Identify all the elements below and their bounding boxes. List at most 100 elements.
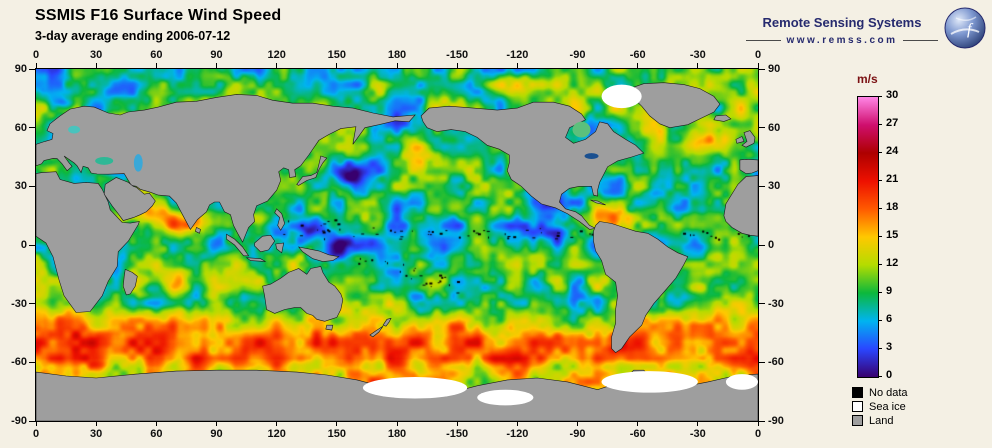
lon-tick-label-bottom: -60 — [629, 428, 646, 440]
lon-tickmark-bottom — [95, 421, 97, 426]
landmass-ireland — [735, 136, 745, 144]
colorbar-tickmark — [878, 207, 882, 209]
lat-tick-label-right: -90 — [768, 415, 784, 427]
sea-ice-patch — [362, 377, 468, 399]
lat-tickmark-right — [759, 68, 765, 70]
colorbar-tick-label: 18 — [886, 201, 899, 213]
lon-tickmark-bottom — [276, 421, 278, 426]
colorbar-tickmark — [878, 151, 882, 153]
lon-tickmark-top — [155, 63, 157, 68]
colorbar-tick-label: 27 — [886, 117, 899, 129]
lon-tick-label-bottom: -90 — [569, 428, 586, 440]
lat-tickmark-left — [29, 361, 35, 363]
lon-tickmark-bottom — [35, 421, 37, 426]
landmass-eurasia — [36, 94, 416, 243]
lon-tick-label-bottom: 60 — [150, 428, 163, 440]
lon-tick-label-bottom: 0 — [754, 428, 762, 440]
landmass-madagascar — [122, 268, 138, 296]
lon-tickmark-bottom — [637, 421, 639, 426]
landmass-tasmania — [325, 324, 334, 331]
lon-tick-label-bottom: 90 — [210, 428, 223, 440]
lat-tickmark-right — [759, 420, 765, 422]
colorbar-gradient — [857, 96, 879, 378]
landmass-sri-lanka — [195, 226, 201, 234]
lon-tick-label-bottom: 150 — [327, 428, 347, 440]
map-legend: No data Sea ice Land — [852, 386, 908, 428]
colorbar-unit-label: m/s — [857, 72, 878, 86]
inland-water — [584, 153, 599, 159]
lat-tickmark-right — [759, 303, 765, 305]
land-overlay — [36, 82, 758, 421]
landmass-africa — [36, 171, 140, 313]
landmass-japan — [296, 155, 328, 186]
colorbar-tick-label: 3 — [886, 341, 893, 353]
landmass-arabia — [103, 177, 156, 221]
lat-tick-label-right: 30 — [768, 180, 781, 193]
svg-text:f: f — [967, 21, 974, 38]
lon-tickmark-bottom — [336, 421, 338, 426]
landmass-borneo — [254, 234, 276, 253]
legend-swatch-land — [852, 415, 863, 426]
colorbar-tick-label: 24 — [886, 145, 899, 157]
legend-label: Sea ice — [869, 400, 906, 413]
lon-tickmark-top — [637, 63, 639, 68]
lon-tick-label-top: -30 — [689, 49, 706, 61]
lon-tick-label-top: 150 — [327, 49, 347, 61]
inland-water — [95, 157, 114, 165]
inland-water — [68, 125, 81, 134]
brand-url-link[interactable]: www.remss.com — [786, 35, 898, 46]
colorbar-tickmark — [878, 263, 882, 265]
lat-tickmark-left — [29, 185, 35, 187]
lon-tick-label-top: 0 — [754, 49, 762, 61]
landmass-australia — [262, 266, 344, 322]
colorbar-tickmark — [878, 235, 882, 237]
lat-tick-label-left: 60 — [14, 121, 27, 134]
lon-tick-label-bottom: 0 — [32, 428, 40, 440]
lat-tick-label-left: 30 — [14, 180, 27, 193]
legend-label: No data — [869, 386, 908, 399]
landmass-philippines — [274, 208, 286, 231]
lon-tick-label-bottom: -120 — [506, 428, 529, 440]
page-subtitle: 3-day average ending 2006-07-12 — [35, 29, 231, 43]
lon-tickmark-top — [216, 63, 217, 68]
colorbar-tick-label: 30 — [886, 89, 899, 101]
colorbar-tickmark — [878, 179, 882, 181]
legend-row: No data — [852, 386, 908, 399]
lat-tick-label-right: 60 — [768, 121, 781, 134]
landmass-west-africa — [723, 175, 758, 237]
landmass-cuba — [590, 199, 606, 206]
lon-tickmark-top — [396, 63, 398, 68]
lon-tickmark-bottom — [697, 421, 699, 426]
landmass-uk — [741, 130, 756, 148]
lon-tickmark-bottom — [216, 421, 217, 426]
lat-tick-label-right: 90 — [768, 63, 781, 75]
lat-tick-label-left: -90 — [11, 415, 27, 427]
colorbar-tick-label: 12 — [886, 257, 899, 269]
landmass-sumatra — [226, 233, 250, 257]
lon-tick-label-bottom: 30 — [90, 428, 103, 440]
lon-tickmark-bottom — [155, 421, 157, 426]
sea-ice-patch — [601, 84, 642, 109]
lon-tick-label-top: -150 — [446, 49, 469, 61]
legend-label: Land — [869, 414, 894, 427]
branding: Remote Sensing Systems www.remss.com — [746, 6, 987, 55]
landmass-iberia — [739, 158, 758, 174]
lat-tick-label-right: 0 — [768, 239, 775, 251]
lon-tickmark-bottom — [757, 421, 759, 426]
branding-text-block: Remote Sensing Systems www.remss.com — [746, 15, 938, 46]
lat-tickmark-left — [29, 244, 35, 246]
lat-tick-label-left: -60 — [11, 356, 27, 369]
lat-tickmark-right — [759, 244, 765, 246]
colorbar-tick-label: 0 — [886, 369, 893, 381]
brand-url-row: www.remss.com — [746, 35, 938, 46]
sea-ice-patch — [477, 389, 534, 406]
landmass-new-guinea — [297, 246, 340, 262]
lon-tick-label-top: 60 — [150, 49, 163, 61]
lon-tickmark-bottom — [577, 421, 578, 426]
lat-tick-label-right: -60 — [768, 356, 784, 369]
lon-tick-label-top: 180 — [387, 49, 407, 61]
colorbar-tickmark — [878, 319, 882, 321]
sea-ice-patch — [601, 371, 698, 393]
landmass-iceland — [713, 114, 732, 122]
page-title: SSMIS F16 Surface Wind Speed — [35, 7, 282, 24]
